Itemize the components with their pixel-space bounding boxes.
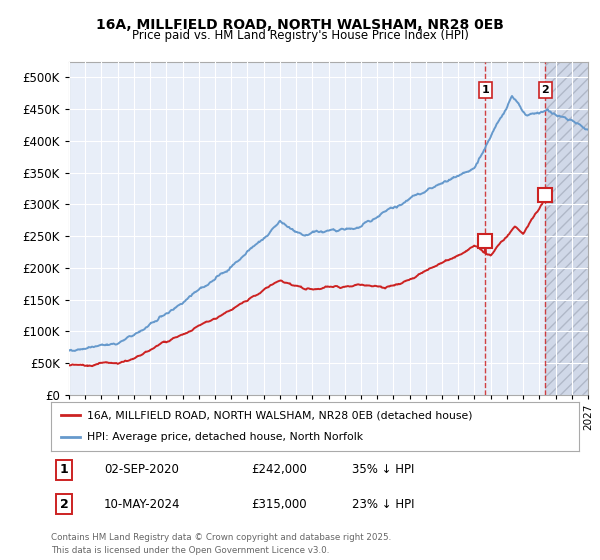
Text: 2: 2 bbox=[60, 498, 68, 511]
Text: 16A, MILLFIELD ROAD, NORTH WALSHAM, NR28 0EB: 16A, MILLFIELD ROAD, NORTH WALSHAM, NR28… bbox=[96, 18, 504, 32]
Bar bbox=[545, 62, 588, 395]
Text: 02-SEP-2020: 02-SEP-2020 bbox=[104, 464, 179, 477]
Text: Price paid vs. HM Land Registry's House Price Index (HPI): Price paid vs. HM Land Registry's House … bbox=[131, 29, 469, 42]
Text: 2: 2 bbox=[541, 85, 549, 95]
Text: 10-MAY-2024: 10-MAY-2024 bbox=[104, 498, 181, 511]
Text: 35% ↓ HPI: 35% ↓ HPI bbox=[352, 464, 415, 477]
Text: 1: 1 bbox=[60, 464, 68, 477]
Text: 16A, MILLFIELD ROAD, NORTH WALSHAM, NR28 0EB (detached house): 16A, MILLFIELD ROAD, NORTH WALSHAM, NR28… bbox=[87, 410, 472, 421]
Text: £242,000: £242,000 bbox=[251, 464, 308, 477]
Text: Contains HM Land Registry data © Crown copyright and database right 2025.
This d: Contains HM Land Registry data © Crown c… bbox=[51, 533, 391, 554]
Text: 23% ↓ HPI: 23% ↓ HPI bbox=[352, 498, 415, 511]
Text: HPI: Average price, detached house, North Norfolk: HPI: Average price, detached house, Nort… bbox=[87, 432, 363, 442]
Text: £315,000: £315,000 bbox=[251, 498, 307, 511]
Text: 1: 1 bbox=[481, 85, 489, 95]
